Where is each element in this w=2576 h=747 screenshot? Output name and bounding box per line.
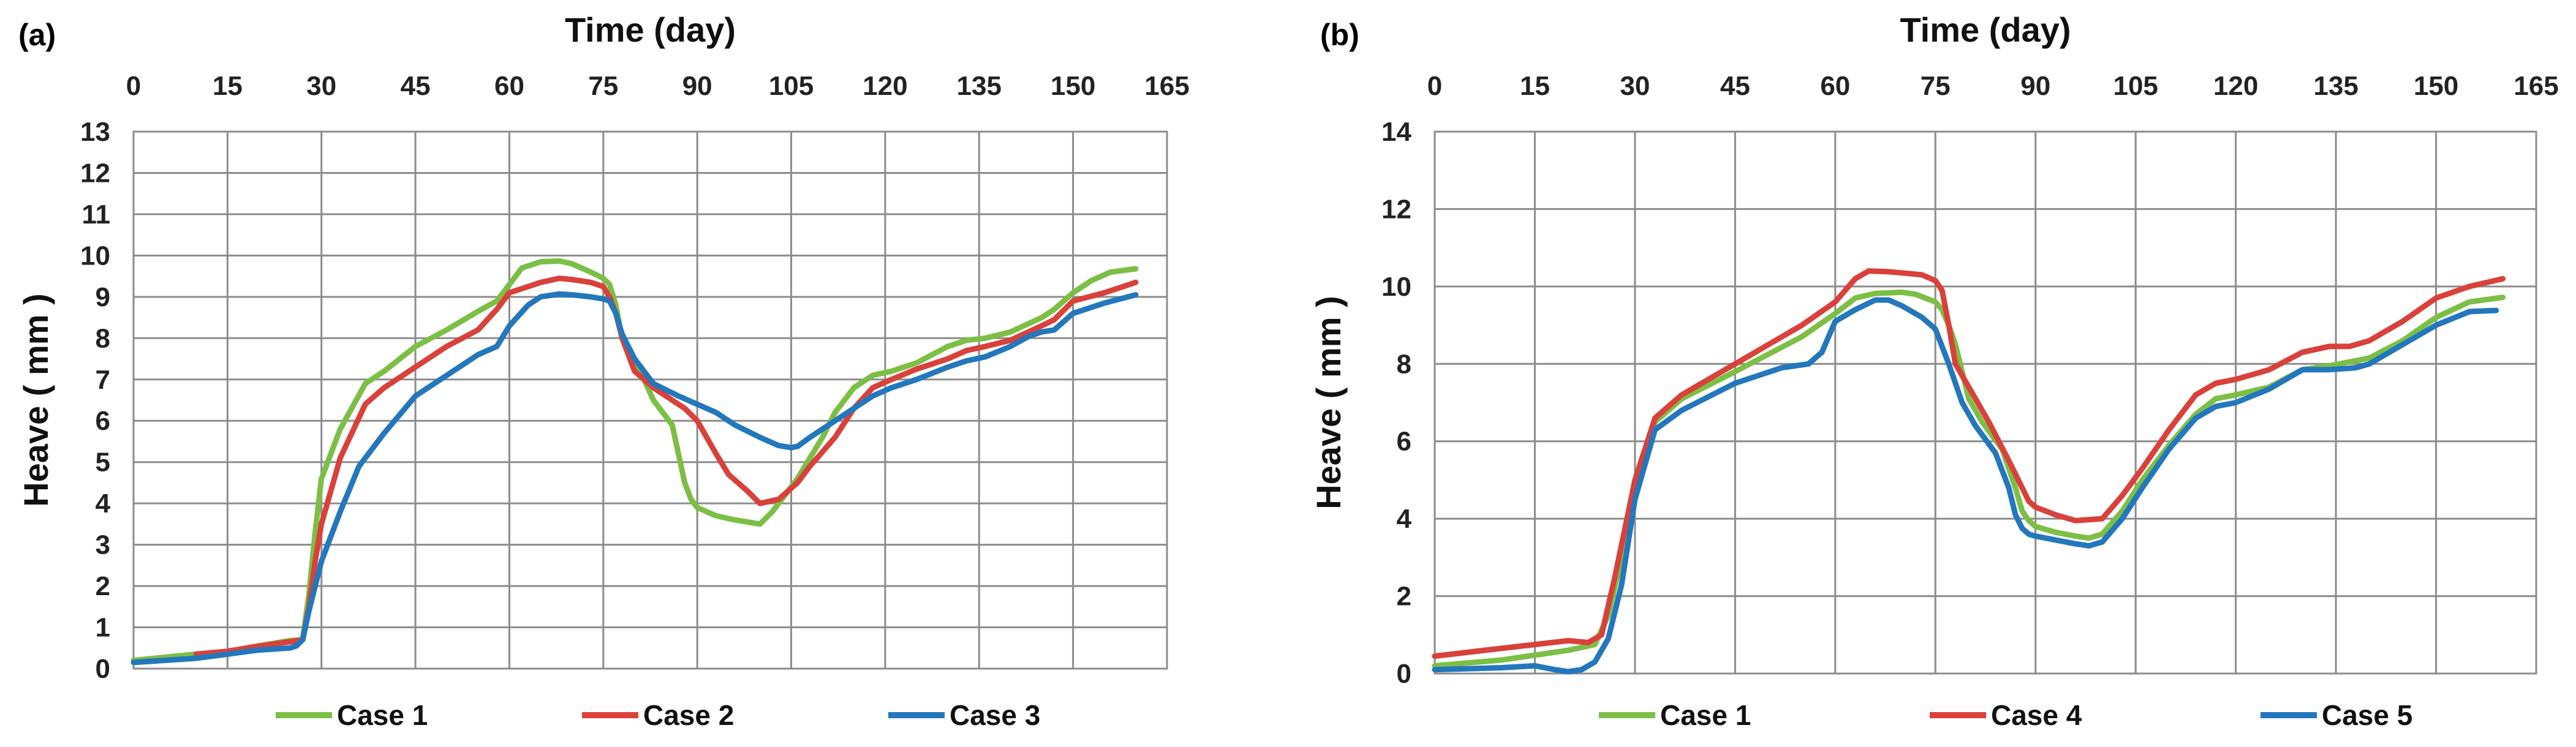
y-tick-label: 11 (81, 200, 110, 230)
x-tick-label: 150 (1051, 71, 1095, 101)
x-tick-label: 135 (957, 71, 1002, 101)
y-tick-label: 4 (1397, 504, 1412, 534)
x-tick-label: 45 (1720, 71, 1750, 101)
x-tick-label: 150 (2414, 71, 2458, 101)
x-axis-title: Time (day) (565, 10, 736, 49)
x-tick-label: 90 (2020, 71, 2050, 101)
legend-label: Case 4 (1991, 699, 2082, 731)
x-tick-label: 135 (2313, 71, 2358, 101)
plot-frame (132, 130, 1168, 670)
x-tick-label: 15 (213, 71, 243, 101)
legend-label: Case 2 (643, 699, 734, 731)
x-tick-label: 45 (401, 71, 431, 101)
y-axis-title: Heave ( mm ) (17, 293, 55, 507)
x-tick-label: 90 (682, 71, 712, 101)
y-tick-label: 10 (80, 241, 110, 271)
y-tick-label: 6 (96, 406, 110, 436)
x-tick-label: 75 (588, 71, 618, 101)
series-line-case-4 (1432, 268, 2506, 659)
y-tick-label: 13 (80, 117, 110, 147)
x-tick-label: 120 (863, 71, 907, 101)
x-tick-label: 30 (1620, 71, 1650, 101)
series-line-case-3 (130, 291, 1139, 666)
y-tick-label: 4 (96, 489, 111, 519)
plot-frame (1433, 130, 2537, 675)
panel-a-label: (a) (18, 18, 56, 52)
legend-label: Case 1 (1660, 699, 1751, 731)
series-line-case-5 (1432, 297, 2499, 675)
panel-b-label: (b) (1320, 18, 1359, 52)
legend-label: Case 3 (950, 699, 1040, 731)
y-tick-label: 1 (96, 613, 110, 643)
y-tick-label: 7 (96, 365, 110, 395)
y-tick-label: 2 (1397, 582, 1411, 612)
x-tick-label: 165 (2514, 71, 2558, 101)
y-tick-label: 8 (96, 323, 110, 353)
y-tick-label: 12 (80, 158, 110, 188)
x-tick-label: 30 (306, 71, 336, 101)
x-axis-title: Time (day) (1900, 10, 2071, 49)
chart-a: 0 15 30 45 60 75 90 105 120 135 150 165012345678910… (17, 10, 1190, 731)
y-tick-label: 2 (96, 571, 110, 601)
series-line-case-2 (193, 276, 1139, 657)
x-tick-label: 120 (2213, 71, 2258, 101)
y-tick-label: 10 (1381, 272, 1411, 302)
x-tick-label: 15 (1520, 71, 1550, 101)
y-tick-label: 8 (1397, 349, 1411, 379)
chart-b: 0 15 30 45 60 75 90 105 120 135 150 165 0 2 4 6 8 10 12 14 T… (1309, 10, 2559, 731)
x-tick-label: 60 (494, 71, 524, 101)
y-tick-label: 9 (96, 282, 110, 312)
x-tick-label: 0 (1427, 71, 1442, 101)
y-tick-label: 6 (1397, 427, 1411, 457)
x-tick-label: 0 (126, 71, 141, 101)
y-tick-label: 5 (96, 448, 110, 478)
y-tick-label: 0 (96, 654, 110, 684)
x-tick-label: 75 (1921, 71, 1951, 101)
x-tick-label: 60 (1820, 71, 1850, 101)
legend-label: Case 5 (2322, 699, 2412, 731)
y-tick-label: 3 (96, 530, 110, 560)
x-tick-label: 165 (1144, 71, 1189, 101)
x-tick-label: 105 (2113, 71, 2158, 101)
y-axis-title: Heave ( mm ) (1309, 296, 1348, 509)
y-tick-label: 0 (1397, 659, 1411, 689)
series-line-case-1 (130, 258, 1139, 663)
y-tick-label: 14 (1381, 117, 1411, 147)
y-tick-label: 12 (1381, 194, 1411, 224)
legend-label: Case 1 (337, 699, 428, 731)
x-tick-label: 105 (769, 71, 814, 101)
